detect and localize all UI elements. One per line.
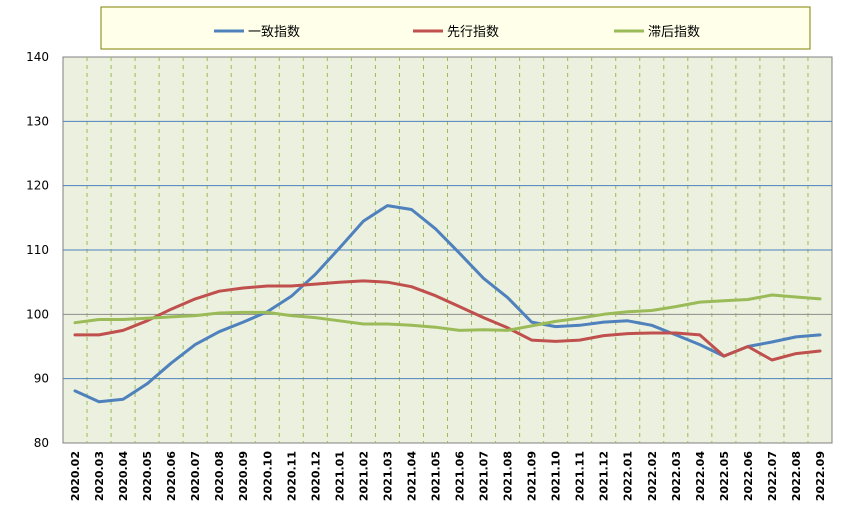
x-tick-label: 2021.04 — [405, 451, 418, 501]
x-tick-label: 2020.04 — [117, 451, 130, 501]
x-tick-label: 2020.08 — [213, 451, 226, 501]
x-tick-label: 2020.12 — [309, 451, 322, 501]
y-tick-label: 140 — [26, 50, 49, 64]
x-tick-label: 2021.03 — [381, 451, 394, 501]
x-tick-label: 2020.02 — [69, 451, 82, 501]
y-tick-label: 110 — [26, 243, 49, 257]
x-tick-label: 2021.12 — [598, 451, 611, 501]
x-tick-label: 2021.09 — [526, 451, 539, 501]
series-line — [73, 204, 822, 404]
x-tick-label: 2022.06 — [742, 451, 755, 501]
x-tick-label: 2022.09 — [814, 451, 827, 501]
x-tick-label: 2020.05 — [141, 451, 154, 501]
y-tick-label: 120 — [26, 179, 49, 193]
x-tick-label: 2020.10 — [261, 451, 274, 501]
x-tick-label: 2022.02 — [646, 451, 659, 501]
x-tick-label: 2021.11 — [574, 451, 587, 501]
x-tick-label: 2020.09 — [237, 451, 250, 501]
x-tick-label: 2022.01 — [622, 451, 635, 501]
y-tick-label: 90 — [34, 372, 49, 386]
x-tick-label: 2022.04 — [694, 451, 707, 501]
x-tick-label: 2021.05 — [429, 451, 442, 501]
legend-label: 一致指数 — [248, 25, 300, 40]
x-tick-label: 2021.01 — [333, 451, 346, 501]
x-tick-label: 2020.11 — [285, 451, 298, 501]
legend-label: 滞后指数 — [648, 25, 700, 40]
x-tick-label: 2021.02 — [357, 451, 370, 501]
y-tick-label: 130 — [26, 114, 49, 128]
y-tick-label: 80 — [34, 436, 49, 450]
x-tick-label: 2020.06 — [165, 451, 178, 501]
x-tick-label: 2020.03 — [93, 451, 106, 501]
x-tick-label: 2021.10 — [550, 451, 563, 501]
y-tick-label: 100 — [26, 307, 49, 321]
x-tick-label: 2020.07 — [189, 451, 202, 501]
legend-box — [100, 6, 811, 50]
series-line — [73, 279, 822, 362]
x-tick-label: 2021.08 — [502, 451, 515, 501]
series-line — [73, 293, 822, 332]
x-tick-label: 2021.07 — [478, 451, 491, 501]
legend-label: 先行指数 — [447, 25, 499, 40]
x-tick-label: 2022.08 — [790, 451, 803, 501]
x-tick-label: 2021.06 — [454, 451, 467, 501]
x-tick-label: 2022.05 — [718, 451, 731, 501]
x-tick-label: 2022.03 — [670, 451, 683, 501]
x-tick-label: 2022.07 — [766, 451, 779, 501]
